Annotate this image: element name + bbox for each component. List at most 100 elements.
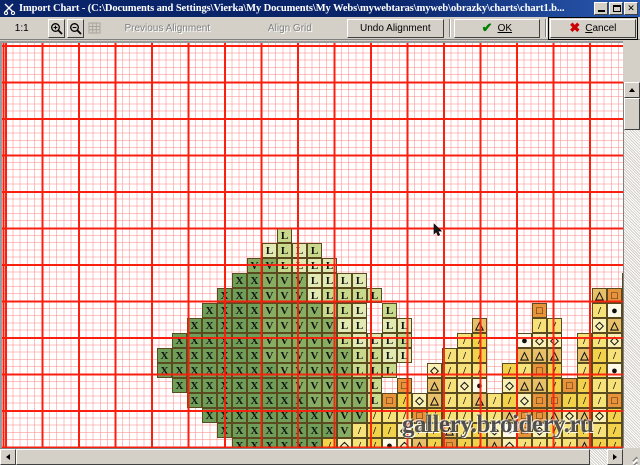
chart-canvas[interactable]: LLLLLVVLLLL□XXVVVLLLL//XXXVVVLLLLL△□//XX… <box>0 41 623 448</box>
stitch-cell[interactable]: L <box>307 243 322 258</box>
stitch-cell[interactable]: ● <box>607 303 622 318</box>
stitch-cell[interactable]: ◇ <box>532 333 547 348</box>
stitch-cell[interactable]: L <box>367 363 382 378</box>
zoom-reset-button[interactable]: 1:1 <box>8 19 35 38</box>
stitch-cell[interactable]: / <box>457 438 472 448</box>
stitch-cell[interactable]: / <box>592 378 607 393</box>
stitch-cell[interactable]: / <box>412 423 427 438</box>
close-button[interactable]: ✕ <box>624 2 638 15</box>
horizontal-scrollbar[interactable] <box>0 448 623 465</box>
stitch-cell[interactable]: / <box>532 318 547 333</box>
stitch-cell[interactable]: X <box>262 438 277 448</box>
stitch-cell[interactable]: ◇ <box>412 393 427 408</box>
stitch-cell[interactable]: X <box>277 378 292 393</box>
stitch-cell[interactable]: V <box>292 273 307 288</box>
stitch-cell[interactable]: / <box>607 348 622 363</box>
stitch-cell[interactable]: L <box>367 288 382 303</box>
stitch-cell[interactable]: L <box>322 288 337 303</box>
stitch-cell[interactable]: X <box>232 393 247 408</box>
stitch-cell[interactable]: X <box>157 348 172 363</box>
stitch-cell[interactable]: ◇ <box>562 408 577 423</box>
stitch-cell[interactable]: V <box>307 303 322 318</box>
stitch-cell[interactable]: V <box>307 333 322 348</box>
stitch-cell[interactable]: V <box>277 288 292 303</box>
stitch-cell[interactable]: / <box>547 363 562 378</box>
stitch-cell[interactable]: / <box>592 303 607 318</box>
stitch-cell[interactable]: L <box>382 303 397 318</box>
stitch-cell[interactable]: L <box>337 333 352 348</box>
stitch-cell[interactable]: / <box>607 423 622 438</box>
grid-view-button[interactable] <box>86 19 103 38</box>
stitch-cell[interactable]: V <box>262 288 277 303</box>
stitch-cell[interactable]: X <box>202 348 217 363</box>
stitch-cell[interactable]: X <box>217 408 232 423</box>
stitch-cell[interactable]: L <box>367 378 382 393</box>
stitch-cell[interactable]: L <box>277 243 292 258</box>
stitch-cell[interactable]: / <box>397 408 412 423</box>
stitch-cell[interactable]: X <box>172 363 187 378</box>
stitch-cell[interactable]: X <box>232 438 247 448</box>
stitch-cell[interactable]: □ <box>412 408 427 423</box>
stitch-cell[interactable]: X <box>247 378 262 393</box>
stitch-cell[interactable]: X <box>247 288 262 303</box>
stitch-cell[interactable]: L <box>337 318 352 333</box>
stitch-cell[interactable]: X <box>187 348 202 363</box>
stitch-cell[interactable]: / <box>382 408 397 423</box>
stitch-cell[interactable]: L <box>307 258 322 273</box>
stitch-cell[interactable]: L <box>322 258 337 273</box>
maximize-button[interactable] <box>609 2 623 15</box>
stitch-cell[interactable]: V <box>292 363 307 378</box>
stitch-cell[interactable]: V <box>277 303 292 318</box>
stitch-cell[interactable]: △ <box>517 348 532 363</box>
stitch-cell[interactable]: V <box>292 378 307 393</box>
stitch-cell[interactable]: / <box>592 438 607 448</box>
stitch-cell[interactable]: ◇ <box>337 438 352 448</box>
stitch-cell[interactable]: X <box>247 393 262 408</box>
stitch-cell[interactable]: / <box>442 408 457 423</box>
stitch-cell[interactable]: X <box>217 333 232 348</box>
stitch-cell[interactable]: ◇ <box>532 423 547 438</box>
stitch-cell[interactable]: / <box>502 393 517 408</box>
stitch-cell[interactable]: X <box>202 408 217 423</box>
stitch-cell[interactable]: V <box>307 378 322 393</box>
stitch-cell[interactable]: V <box>262 318 277 333</box>
stitch-cell[interactable]: L <box>352 288 367 303</box>
stitch-cell[interactable]: ◇ <box>592 318 607 333</box>
stitch-cell[interactable]: / <box>367 423 382 438</box>
stitch-cell[interactable]: L <box>337 273 352 288</box>
stitch-cell[interactable]: / <box>322 438 337 448</box>
stitch-cell[interactable]: / <box>367 438 382 448</box>
stitch-cell[interactable]: X <box>187 333 202 348</box>
align-grid-button[interactable]: Align Grid <box>238 19 341 38</box>
stitch-cell[interactable]: L <box>307 273 322 288</box>
stitch-cell[interactable]: L <box>277 228 292 243</box>
stitch-cell[interactable]: / <box>472 348 487 363</box>
stitch-cell[interactable]: V <box>322 363 337 378</box>
stitch-cell[interactable]: V <box>322 408 337 423</box>
stitch-cell[interactable]: X <box>247 363 262 378</box>
stitch-cell[interactable]: △ <box>472 318 487 333</box>
stitch-cell[interactable]: V <box>307 318 322 333</box>
stitch-cell[interactable]: X <box>247 438 262 448</box>
stitch-cell[interactable]: V <box>337 363 352 378</box>
stitch-cell[interactable]: L <box>352 363 367 378</box>
stitch-cell[interactable]: / <box>592 333 607 348</box>
stitch-cell[interactable]: V <box>262 333 277 348</box>
stitch-cell[interactable]: △ <box>547 348 562 363</box>
stitch-cell[interactable]: △ <box>502 408 517 423</box>
stitch-cell[interactable]: X <box>262 408 277 423</box>
stitch-cell[interactable]: ◇ <box>517 393 532 408</box>
stitch-cell[interactable]: L <box>352 303 367 318</box>
stitch-cell[interactable]: / <box>487 408 502 423</box>
stitch-cell[interactable]: △ <box>532 348 547 363</box>
stitch-cell[interactable]: X <box>187 378 202 393</box>
stitch-cell[interactable]: / <box>592 393 607 408</box>
stitch-cell[interactable]: X <box>232 408 247 423</box>
stitch-cell[interactable]: X <box>217 288 232 303</box>
stitch-cell[interactable]: / <box>577 333 592 348</box>
stitch-cell[interactable]: L <box>382 348 397 363</box>
stitch-cell[interactable]: V <box>292 318 307 333</box>
stitch-cell[interactable]: / <box>592 423 607 438</box>
stitch-cell[interactable]: X <box>247 333 262 348</box>
stitch-cell[interactable]: / <box>442 348 457 363</box>
